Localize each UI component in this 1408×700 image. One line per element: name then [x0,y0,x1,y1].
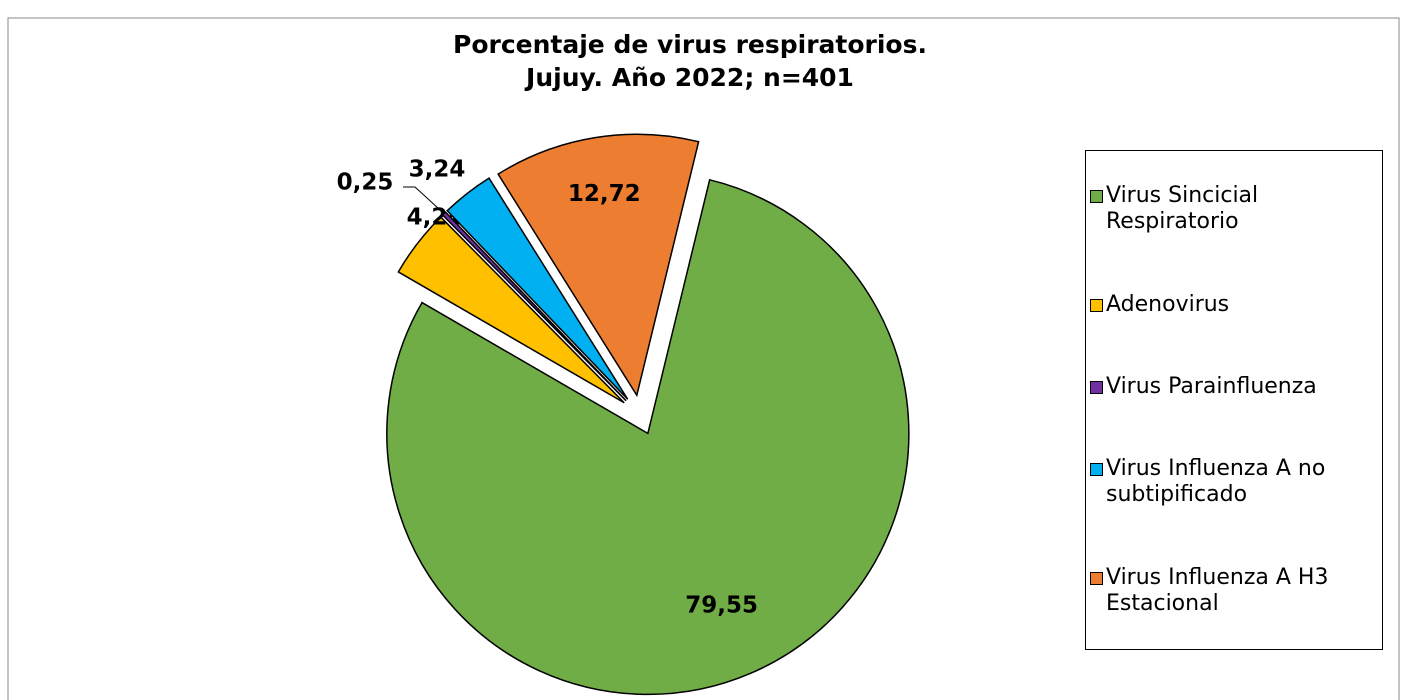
legend-entry: Virus Sincicial Respiratorio [1090,183,1382,235]
data-label: 79,55 [685,593,758,619]
legend-swatch [1090,380,1103,394]
chart-title: Porcentaje de virus respiratorios. [453,30,927,59]
legend-entry: Virus Influenza A no subtipificado [1090,456,1382,508]
legend-label: Virus Sincicial Respiratorio [1106,183,1259,235]
legend: Virus Sincicial Respiratorio Adenovirus Vi… [1085,150,1383,650]
legend-entry: Adenovirus [1090,292,1382,318]
pie-slice [386,178,910,696]
legend-label: Adenovirus [1106,291,1230,317]
pie-slice [446,177,629,400]
legend-swatch [1090,571,1103,585]
chart-title: Jujuy. Año 2022; n=401 [524,63,854,92]
data-label: 3,24 [409,157,466,183]
leader-line [403,186,445,214]
legend-swatch [1090,298,1103,312]
legend-label: Virus Influenza A no subtipificado [1106,456,1326,508]
legend-label: Virus Influenza A H3 Estacional [1106,564,1329,616]
pie-slice [397,216,625,404]
legend-entry: Virus Influenza A H3 Estacional [1090,565,1382,617]
legend-label: Virus Parainfluenza [1106,373,1317,399]
data-label: 0,25 [337,170,394,196]
data-label: 12,72 [568,181,641,207]
pie-slice [441,211,627,402]
chart-border [7,17,1400,700]
pie-slice [497,133,700,398]
legend-swatch [1090,463,1103,477]
legend-entry: Virus Parainfluenza [1090,374,1382,400]
legend-swatch [1090,190,1103,204]
